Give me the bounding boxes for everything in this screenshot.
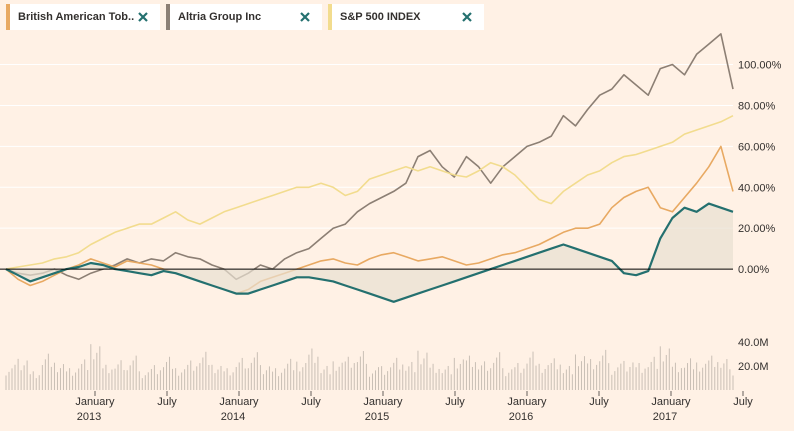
x-tick-year: 2017	[653, 411, 677, 423]
x-tick-month: January	[363, 396, 403, 408]
volume-axis: 40.0M 20.0M	[738, 337, 769, 373]
close-x-icon[interactable]	[296, 8, 314, 26]
y-tick-label: 60.00%	[738, 141, 776, 153]
legend-label: British American Tob...	[18, 11, 135, 23]
legend-color-bar	[328, 4, 332, 30]
volume-tick-label: 40.0M	[738, 337, 769, 349]
volume-tick-label: 20.0M	[738, 361, 769, 373]
x-tick-year: 2014	[221, 411, 245, 423]
legend-label: Altria Group Inc	[178, 11, 262, 23]
legend-color-bar	[6, 4, 10, 30]
x-tick-month: January	[219, 396, 259, 408]
series-line-active-series	[5, 202, 734, 303]
x-tick-month: July	[733, 396, 753, 408]
x-tick-month: July	[445, 396, 465, 408]
x-tick-year: 2013	[77, 411, 101, 423]
x-tick-month: January	[507, 396, 547, 408]
legend-chip-british-american-tobacco[interactable]: British American Tob...	[6, 4, 160, 30]
y-tick-label: 20.00%	[738, 223, 776, 235]
legend-label: S&P 500 INDEX	[340, 11, 421, 23]
x-tick-year: 2015	[365, 411, 389, 423]
active-series-area	[6, 203, 733, 302]
x-tick-month: July	[589, 396, 609, 408]
legend: British American Tob... Altria Group Inc…	[6, 4, 484, 30]
y-tick-label: 0.00%	[738, 264, 769, 276]
close-x-icon[interactable]	[134, 8, 152, 26]
volume-bars	[5, 344, 734, 390]
x-tick-year: 2016	[509, 411, 533, 423]
x-axis: January 2013 July January 2014 July January 201…	[75, 391, 753, 423]
x-tick-month: July	[301, 396, 321, 408]
series-line-s-p-500-index	[5, 114, 734, 270]
y-tick-label: 80.00%	[738, 100, 776, 112]
y-axis: 100.00% 80.00% 60.00% 40.00% 20.00% 0.00%	[738, 60, 782, 277]
series-line-altria-group-inc	[5, 33, 734, 281]
legend-chip-sp500[interactable]: S&P 500 INDEX	[328, 4, 484, 30]
x-tick-month: January	[75, 396, 115, 408]
x-tick-month: January	[651, 396, 691, 408]
grid	[0, 64, 733, 229]
legend-color-bar	[166, 4, 170, 30]
series-group	[0, 33, 734, 303]
series-line-british-american-tob	[5, 145, 734, 295]
y-tick-label: 40.00%	[738, 182, 776, 194]
x-tick-month: July	[157, 396, 177, 408]
y-tick-label: 100.00%	[738, 60, 782, 72]
legend-chip-altria-group[interactable]: Altria Group Inc	[166, 4, 322, 30]
close-x-icon[interactable]	[458, 8, 476, 26]
